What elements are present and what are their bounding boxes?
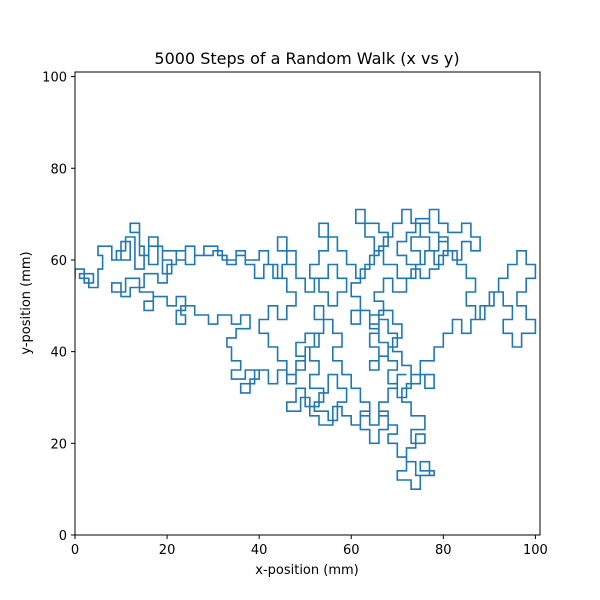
- plot-frame: [74, 71, 541, 536]
- chart-title: 5000 Steps of a Random Walk (x vs y): [154, 49, 459, 68]
- x-tick-label: 60: [343, 543, 360, 558]
- y-tick-label: 20: [50, 437, 67, 452]
- y-tick-label: 40: [50, 346, 67, 361]
- x-axis-label: x-position (mm): [255, 563, 358, 578]
- y-tick-label: 0: [59, 529, 67, 544]
- y-axis-ticks: 0 20 40 60 80 100: [42, 71, 75, 544]
- x-tick-label: 0: [71, 543, 79, 558]
- x-tick-label: 100: [523, 543, 548, 558]
- plot-area: [75, 208, 537, 490]
- y-tick-label: 100: [42, 71, 67, 86]
- x-tick-label: 40: [251, 543, 268, 558]
- x-tick-label: 80: [435, 543, 452, 558]
- y-axis-label: y-position (mm): [19, 251, 34, 354]
- x-tick-label: 20: [159, 543, 176, 558]
- x-axis-ticks: 0 20 40 60 80 100: [71, 535, 548, 558]
- random-walk-line: [75, 208, 537, 490]
- y-tick-label: 80: [50, 162, 67, 177]
- y-tick-label: 60: [50, 254, 67, 269]
